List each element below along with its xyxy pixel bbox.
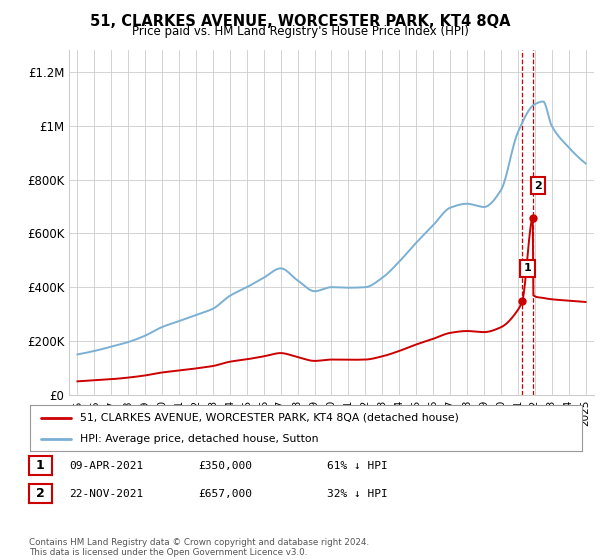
Text: 1: 1 [36,459,44,473]
Text: 51, CLARKES AVENUE, WORCESTER PARK, KT4 8QA (detached house): 51, CLARKES AVENUE, WORCESTER PARK, KT4 … [80,413,458,423]
Text: 32% ↓ HPI: 32% ↓ HPI [327,489,388,499]
Text: 51, CLARKES AVENUE, WORCESTER PARK, KT4 8QA: 51, CLARKES AVENUE, WORCESTER PARK, KT4 … [90,14,510,29]
Text: £350,000: £350,000 [198,461,252,471]
Text: Contains HM Land Registry data © Crown copyright and database right 2024.
This d: Contains HM Land Registry data © Crown c… [29,538,369,557]
Text: HPI: Average price, detached house, Sutton: HPI: Average price, detached house, Sutt… [80,435,318,444]
Text: 09-APR-2021: 09-APR-2021 [69,461,143,471]
Text: 61% ↓ HPI: 61% ↓ HPI [327,461,388,471]
Text: £657,000: £657,000 [198,489,252,499]
Text: 2: 2 [36,487,44,501]
Text: 22-NOV-2021: 22-NOV-2021 [69,489,143,499]
Text: 2: 2 [534,181,542,191]
Text: 1: 1 [524,263,532,273]
Text: Price paid vs. HM Land Registry's House Price Index (HPI): Price paid vs. HM Land Registry's House … [131,25,469,38]
